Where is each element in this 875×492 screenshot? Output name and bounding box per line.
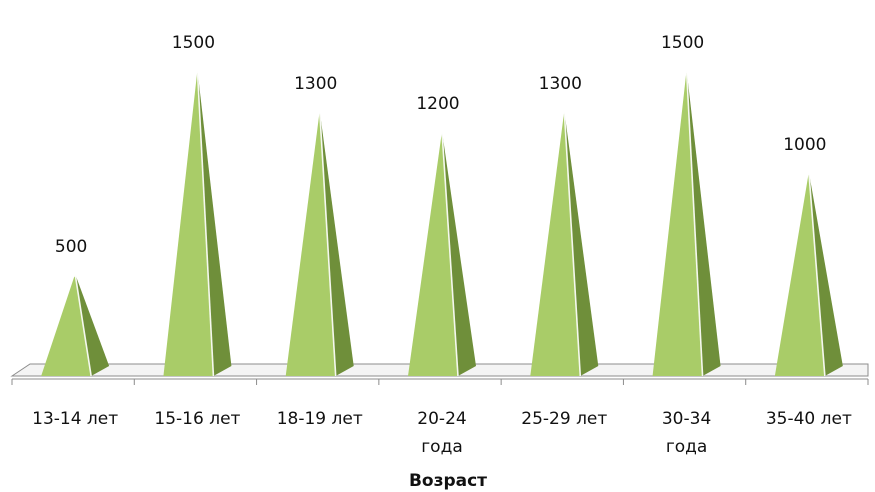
pyramid-edge-highlight: [808, 171, 826, 377]
x-tick-label: 30-34: [662, 409, 711, 429]
pyramid-side-face: [808, 172, 843, 376]
pyramid-bar: [652, 63, 721, 377]
pyramid-side-face: [75, 274, 110, 376]
chart-marks: [41, 63, 843, 377]
pyramid-bar: [285, 103, 354, 377]
pyramid-apex-glow: [192, 63, 203, 73]
data-label: 1000: [783, 135, 826, 155]
x-tick-label: 35-40 лет: [766, 409, 852, 429]
pyramid-bar: [530, 103, 599, 377]
pyramid-edge-highlight: [318, 110, 337, 377]
pyramid-side-face: [564, 110, 599, 377]
data-label: 500: [55, 237, 87, 257]
pyramid-apex-glow: [437, 124, 447, 135]
pyramid-apex-glow: [803, 165, 814, 175]
pyramid-apex-glow: [681, 63, 692, 73]
pyramid-side-face: [442, 131, 476, 376]
x-tick-label: 18-19 лет: [277, 409, 363, 429]
pyramid-bar: [41, 267, 110, 377]
pyramid-side-face: [686, 70, 721, 376]
x-axis-title: Возраст: [409, 471, 487, 491]
x-tick-label: года: [666, 437, 708, 457]
pyramid-edge-highlight: [441, 131, 459, 377]
data-label: 1300: [294, 74, 337, 94]
pyramid-side-face: [319, 110, 354, 377]
x-tick-label: 25-29 лет: [521, 409, 607, 429]
pyramid-edge-highlight: [74, 273, 92, 377]
pyramid-edge-highlight: [563, 110, 582, 377]
pyramid-apex-glow: [70, 267, 81, 277]
x-tick-label: года: [421, 437, 463, 457]
pyramid-apex-glow: [559, 103, 570, 114]
pyramid-side-face: [197, 70, 232, 376]
pyramid-edge-highlight: [685, 69, 704, 377]
pyramid-bar: [163, 63, 232, 377]
x-tick-label: 20-24: [417, 409, 466, 429]
data-label: 1200: [416, 94, 459, 114]
pyramid-apex-glow: [314, 103, 325, 114]
x-tick-label: 13-14 лет: [32, 409, 118, 429]
pyramid-edge-highlight: [196, 69, 215, 377]
pyramid-bar: [774, 165, 843, 377]
data-label: 1500: [661, 33, 704, 53]
x-tick-label: 15-16 лет: [154, 409, 240, 429]
chart-labels: 500 13-14 лет 1500 15-16 лет 1300 18-19 лет 12…: [32, 33, 852, 457]
data-label: 1300: [539, 74, 582, 94]
pyramid-bar: [408, 124, 476, 377]
data-label: 1500: [172, 33, 215, 53]
